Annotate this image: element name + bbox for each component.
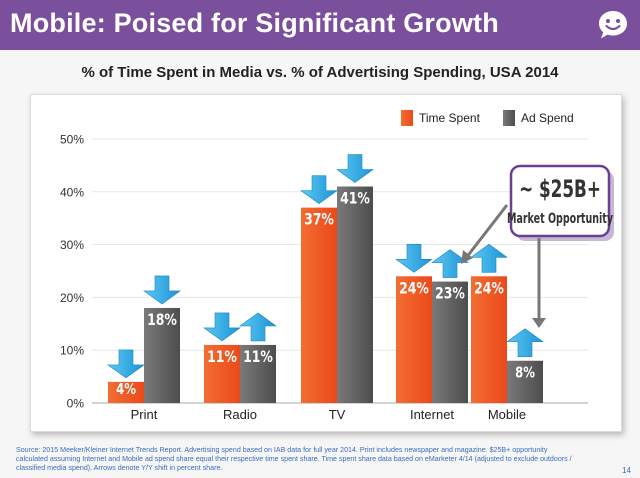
bar-time-spent bbox=[108, 381, 144, 403]
bar-ad-spend bbox=[337, 186, 373, 403]
callout-pointer-head-internet bbox=[461, 250, 473, 264]
header-bar: Mobile: Poised for Significant Growth bbox=[0, 0, 640, 50]
arrow-up-icon bbox=[470, 243, 508, 273]
arrow-up-icon bbox=[506, 328, 544, 358]
data-label-time-spent: 4% bbox=[116, 382, 136, 399]
bar-time-spent bbox=[471, 276, 507, 403]
bar-ad-spend bbox=[240, 344, 276, 403]
slide-title: Mobile: Poised for Significant Growth bbox=[10, 8, 499, 38]
bar-ad-spend bbox=[432, 281, 468, 403]
arrow-down-icon bbox=[300, 175, 338, 205]
callout-pointer-internet bbox=[464, 204, 509, 259]
legend-label-time-spent: Time Spent bbox=[419, 111, 481, 125]
page-number: 14 bbox=[622, 466, 631, 475]
x-tick-label: Radio bbox=[223, 407, 257, 422]
legend-swatch-time-spent bbox=[401, 110, 413, 126]
chart-title: % of Time Spent in Media vs. % of Advert… bbox=[81, 64, 559, 81]
bar-time-spent bbox=[204, 344, 240, 403]
data-label-ad-spend: 11% bbox=[243, 349, 273, 367]
x-tick-label: Mobile bbox=[488, 407, 526, 422]
legend-swatch-ad-spend bbox=[503, 110, 515, 126]
arrow-down-icon bbox=[203, 312, 241, 342]
arrow-down-icon bbox=[395, 243, 433, 273]
data-label-time-spent: 24% bbox=[474, 280, 504, 298]
callout-pointer-head-mobile bbox=[532, 318, 546, 328]
x-tick-label: TV bbox=[329, 407, 346, 422]
data-label-time-spent: 37% bbox=[304, 211, 334, 229]
data-label-ad-spend: 18% bbox=[147, 312, 177, 330]
bar-time-spent bbox=[301, 207, 337, 403]
data-label-ad-spend: 23% bbox=[435, 285, 465, 303]
legend-label-ad-spend: Ad Spend bbox=[521, 111, 574, 125]
x-tick-label: Internet bbox=[410, 407, 454, 422]
callout-amount: ~ $25B+ bbox=[519, 175, 601, 203]
arrow-down-icon bbox=[143, 275, 181, 305]
data-label-ad-spend: 41% bbox=[340, 190, 370, 208]
bar-time-spent bbox=[396, 276, 432, 403]
callout-label: Market Opportunity bbox=[507, 210, 613, 226]
x-tick-label: Print bbox=[131, 407, 158, 422]
callout-box bbox=[509, 164, 611, 238]
y-tick-label: 10% bbox=[60, 344, 84, 358]
bar-ad-spend bbox=[144, 307, 180, 403]
speech-bubble-smiley-icon bbox=[599, 11, 627, 39]
arrow-up-icon bbox=[239, 312, 277, 342]
y-tick-label: 0% bbox=[67, 397, 85, 411]
y-tick-label: 50% bbox=[60, 133, 84, 147]
y-tick-label: 30% bbox=[60, 238, 84, 252]
data-label-time-spent: 24% bbox=[399, 280, 429, 298]
arrow-down-icon bbox=[336, 154, 374, 183]
y-tick-label: 40% bbox=[60, 185, 84, 199]
arrow-down-icon bbox=[107, 349, 145, 379]
source-footnote: Source: 2015 Meeker/Kleiner Internet Tre… bbox=[16, 446, 572, 472]
y-tick-label: 20% bbox=[60, 291, 84, 305]
bar-ad-spend bbox=[507, 360, 543, 403]
data-label-ad-spend: 8% bbox=[515, 365, 535, 382]
data-label-time-spent: 11% bbox=[207, 349, 237, 367]
arrow-up-icon bbox=[431, 249, 469, 278]
